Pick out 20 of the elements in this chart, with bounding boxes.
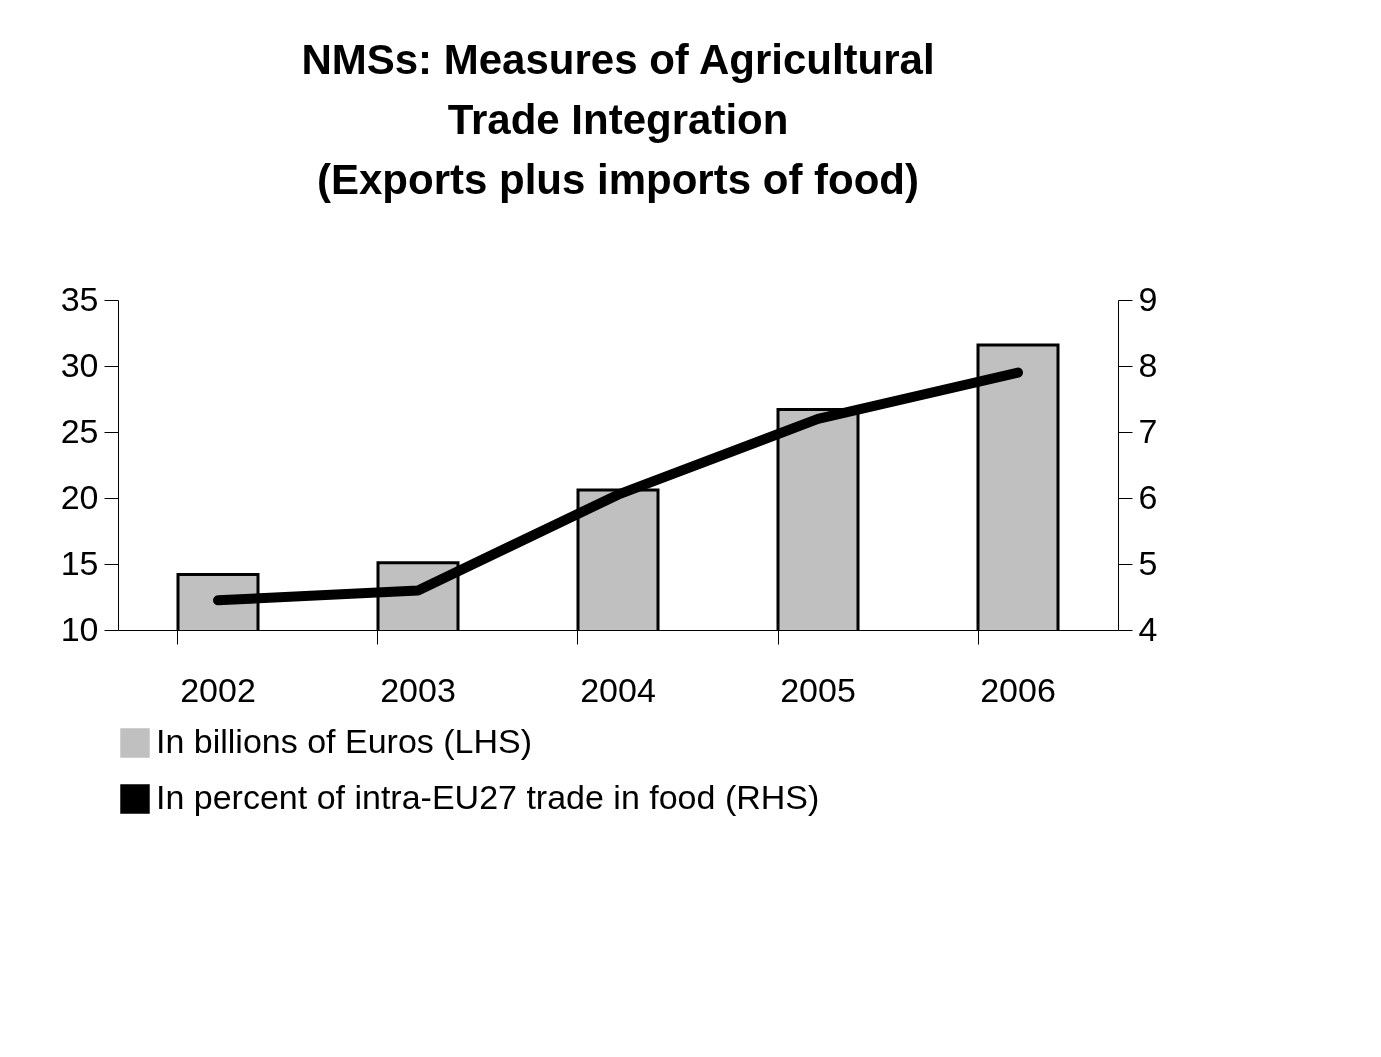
legend-label: In billions of Euros (LHS) — [156, 722, 533, 760]
x-tick-label: 2005 — [780, 670, 856, 709]
y-tick-label: 15 — [60, 543, 99, 582]
y2-tick-label: 7 — [1138, 411, 1158, 450]
y2-tick-label: 5 — [1138, 543, 1158, 582]
chart-title: NMSs: Measures of Agricultural Trade Integration (Exports plus imports of food) — [301, 36, 935, 203]
x-tick-label: 2003 — [380, 670, 456, 709]
x-tick-label: 2002 — [180, 670, 256, 709]
y-tick-label: 25 — [60, 411, 99, 450]
y2-tick-label: 6 — [1138, 477, 1158, 516]
y-tick-label: 30 — [60, 345, 99, 384]
y2-tick-label: 4 — [1138, 609, 1158, 648]
y-tick-label: 10 — [60, 609, 99, 648]
y2-tick-label: 9 — [1138, 279, 1158, 318]
y2-tick-label: 8 — [1138, 345, 1158, 384]
legend-label: In percent of intra-EU27 trade in food (RHS) — [156, 778, 820, 816]
y-tick-label: 20 — [60, 477, 99, 516]
y-tick-label: 35 — [60, 279, 99, 318]
x-tick-label: 2004 — [580, 670, 656, 709]
x-tick-label: 2006 — [980, 670, 1056, 709]
